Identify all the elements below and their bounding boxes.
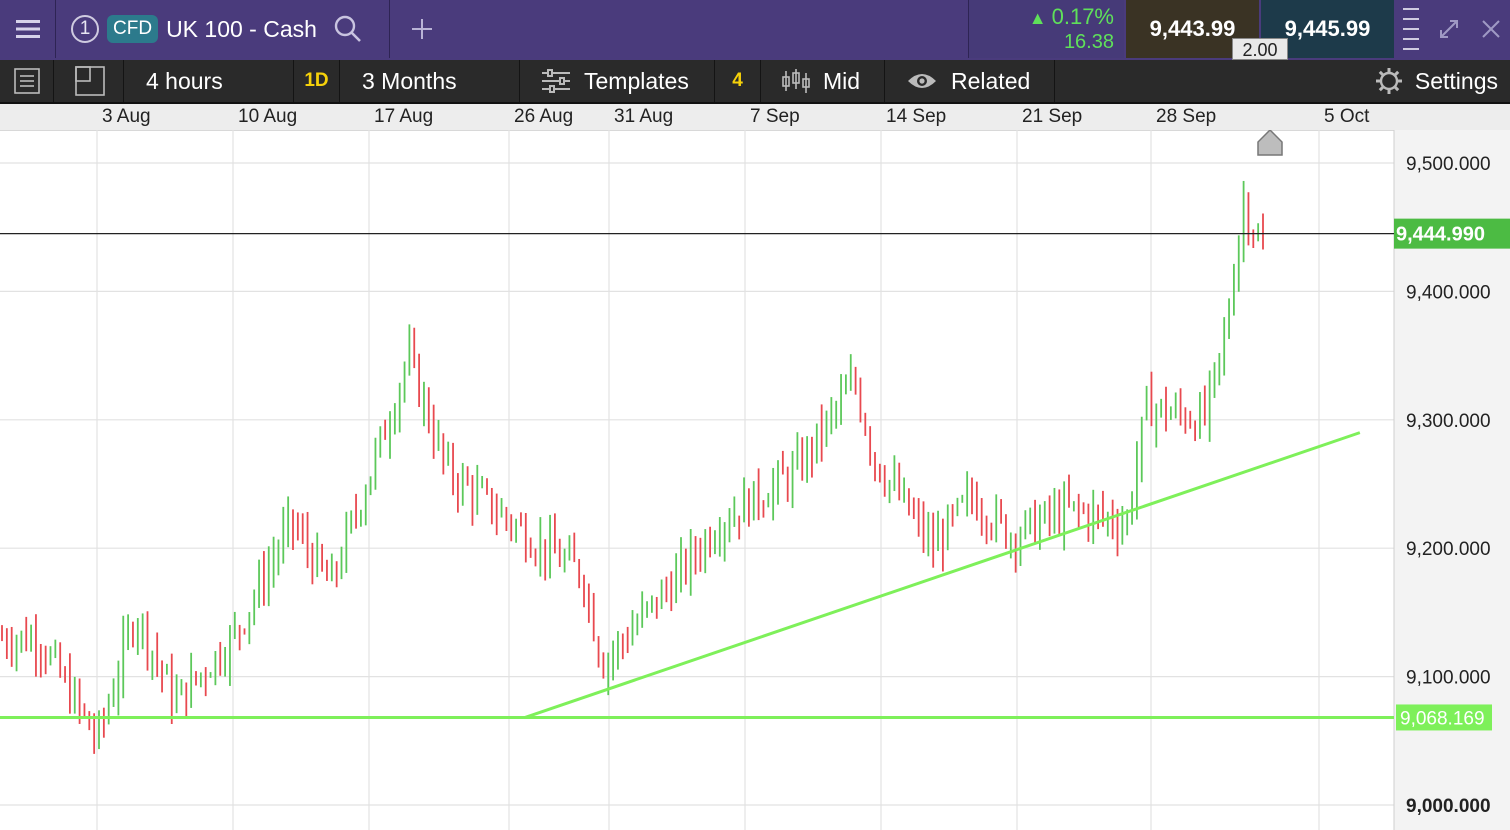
plus-icon [412,19,432,39]
price-tick-label: 9,000.000 [1406,796,1491,817]
list-icon [13,68,40,94]
sell-price: 9,443.99 [1149,16,1236,41]
candles-icon [782,69,810,93]
quantity-icon [1403,8,1419,50]
price-ticks: 9,500.000 9,400.000 9,300.000 9,200.000 9,10… [1406,154,1491,817]
list-button[interactable] [0,60,54,102]
menu-icon [15,20,40,38]
settings-button[interactable]: Settings [1360,60,1510,102]
period-shortcut-button[interactable]: 1D [294,60,340,102]
support-line-label: 9,068.169 [1400,708,1485,729]
indicator-count: 4 [732,70,743,91]
layout-button[interactable] [56,60,124,102]
interval-selector[interactable]: 4 hours [124,60,294,102]
current-price-badge: 9,444.990 [1394,218,1510,249]
expand-button[interactable] [1432,0,1466,58]
buy-price: 9,445.99 [1284,16,1371,41]
date-tick: 10 Aug [238,106,298,127]
date-tick: 17 Aug [374,106,434,127]
range-label: 3 Months [362,67,457,94]
price-tick-label: 9,300.000 [1406,411,1491,432]
add-tab-button[interactable] [392,0,452,58]
up-arrow-icon: ▲ [1028,7,1052,28]
vertical-gridlines [96,130,1320,830]
search-icon[interactable] [333,14,363,44]
menu-button[interactable] [0,0,56,58]
range-selector[interactable]: 3 Months [340,60,520,102]
instrument-type-badge: CFD [107,15,159,43]
indicator-count-badge[interactable]: 4 [715,60,761,102]
date-tick: 7 Sep [750,106,800,127]
layout-icon [74,66,105,96]
price-chart[interactable]: 9,500.000 9,400.000 9,300.000 9,200.000 9,10… [0,130,1510,830]
date-tick: 5 Oct [1324,106,1370,127]
related-label: Related [951,67,1031,94]
spread-value: 2.00 [1232,38,1288,60]
instrument-name: UK 100 - Cash [166,15,317,42]
date-tick: 31 Aug [614,106,674,127]
price-tick-label: 9,500.000 [1406,154,1491,175]
price-tick-label: 9,200.000 [1406,539,1491,560]
date-tick: 26 Aug [514,106,574,127]
templates-icon [542,69,570,93]
date-axis: 3 Aug 10 Aug 17 Aug 26 Aug 31 Aug 7 Sep … [0,104,1394,131]
date-tick: 3 Aug [102,106,151,127]
sell-button[interactable]: 9,443.99 [1126,0,1259,58]
ohlc-bars [1,180,1264,754]
gear-icon [1375,68,1402,94]
ascending-trendline[interactable] [523,431,1361,720]
quantity-button[interactable] [1396,0,1426,58]
current-price-label: 9,444.990 [1396,224,1485,246]
price-type-label: Mid [823,67,861,94]
date-tick: 28 Sep [1156,106,1217,127]
eye-icon [908,74,936,88]
instrument-header: 1 CFD UK 100 - Cash ▲ 0.17% 16.38 9,443.… [0,0,1510,60]
price-change: ▲ 0.17% 16.38 [968,0,1124,58]
interval-label: 4 hours [146,67,223,94]
chart-toolbar: 4 hours 1D 3 Months Templates 4 Mid Rela… [0,60,1510,104]
close-button[interactable] [1474,0,1508,58]
templates-button[interactable]: Templates [520,60,715,102]
date-tick: 14 Sep [886,106,947,127]
change-percent: 0.17% [1051,3,1114,29]
change-percent-row: ▲ 0.17% [1028,3,1114,30]
change-points: 16.38 [1063,30,1114,53]
home-marker-icon[interactable] [1257,130,1283,156]
date-tick: 21 Sep [1022,106,1083,127]
settings-label: Settings [1414,67,1498,94]
related-button[interactable]: Related [885,60,1055,102]
price-tick-label: 9,100.000 [1406,668,1491,689]
price-tick-label: 9,400.000 [1406,282,1491,303]
tab-number: 1 [71,15,99,43]
instrument-tab[interactable]: 1 CFD UK 100 - Cash [57,0,390,58]
expand-icon [1440,20,1458,38]
close-icon [1482,20,1500,38]
period-shortcut-label: 1D [304,70,329,91]
price-type-selector[interactable]: Mid [761,60,885,102]
horizontal-gridlines [0,162,1394,806]
support-line-badge: 9,068.169 [1396,704,1492,731]
templates-label: Templates [584,67,689,94]
date-axis-corner [1394,104,1510,130]
